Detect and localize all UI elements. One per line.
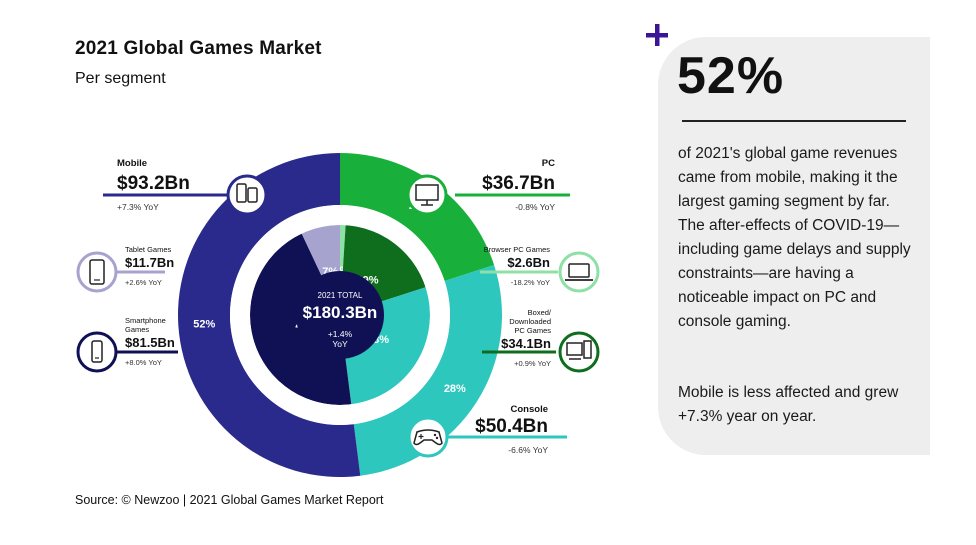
outer-slice-pc: [340, 153, 495, 282]
stat-panel: [658, 37, 930, 455]
outer-label-mobile: 52%: [193, 319, 215, 331]
chart-subtitle: Per segment: [75, 70, 166, 87]
center-value: $180.3Bn: [303, 303, 378, 322]
center-growth: +1.4%: [328, 329, 353, 339]
mobile-growth: +7.3% YoY: [117, 202, 159, 212]
donut-chart: 20%28%52%1%19%28%45%7% 2021 TOTAL $180.3…: [76, 153, 600, 477]
console-name: Console: [511, 404, 548, 415]
highlight-stat: 52%: [677, 47, 785, 105]
smartphone-name-line2: Games: [125, 325, 149, 334]
boxed-pc-name-line3: PC Games: [514, 326, 551, 335]
gamepad-icon: [407, 416, 449, 458]
pc-value: $36.7Bn: [482, 173, 555, 194]
center-total: 2021 TOTAL $180.3Bn +1.4% YoY: [303, 291, 378, 349]
ring-gap: [230, 205, 450, 425]
chart-title: 2021 Global Games Market: [75, 38, 322, 59]
rings-group: 20%28%52%1%19%28%45%7%: [178, 153, 503, 477]
console-value: $50.4Bn: [475, 416, 548, 437]
stat-footnote: Mobile is less affected and grew +7.3% y…: [678, 384, 899, 425]
smartphone-value: $81.5Bn: [125, 335, 175, 350]
outer-slice-console: [353, 264, 503, 476]
desktop-tower-icon: [558, 331, 600, 373]
browser-pc-name: Browser PC Games: [484, 245, 551, 254]
mobile-devices-icon: [226, 174, 268, 216]
stat-divider: [682, 120, 906, 122]
laptop-icon: [558, 251, 600, 293]
smartphone-growth: +8.0% YoY: [125, 358, 162, 367]
console-growth: -6.6% YoY: [508, 445, 548, 455]
center-label: 2021 TOTAL: [318, 291, 363, 300]
boxed-pc-name-line1: Boxed/: [528, 308, 552, 317]
browser-pc-growth: -18.2% YoY: [511, 278, 550, 287]
plus-icon: [646, 24, 668, 46]
smartphone-name-line1: Smartphone: [125, 316, 166, 325]
tablet-value: $11.7Bn: [125, 255, 174, 270]
mobile-name: Mobile: [117, 158, 147, 169]
tablet-icon: [76, 251, 118, 293]
boxed-pc-value: $34.1Bn: [501, 336, 551, 351]
browser-pc-value: $2.6Bn: [507, 255, 550, 270]
outer-slice-mobile: [178, 153, 361, 477]
outer-label-console: 28%: [444, 383, 466, 395]
pc-name: PC: [542, 158, 555, 169]
desktop-monitor-icon: [406, 174, 448, 216]
tablet-growth: +2.6% YoY: [125, 278, 162, 287]
center-growth-unit: YoY: [332, 339, 348, 349]
stat-description: of 2021's global game revenues came from…: [678, 145, 911, 330]
pc-growth: -0.8% YoY: [515, 202, 555, 212]
mobile-value: $93.2Bn: [117, 173, 190, 194]
smartphone-icon: [76, 331, 118, 373]
boxed-pc-growth: +0.9% YoY: [514, 359, 551, 368]
boxed-pc-name-line2: Downloaded: [509, 317, 551, 326]
center-hole: [296, 271, 384, 359]
tablet-name: Tablet Games: [125, 245, 172, 254]
source-note: Source: © Newzoo | 2021 Global Games Mar…: [75, 493, 384, 507]
